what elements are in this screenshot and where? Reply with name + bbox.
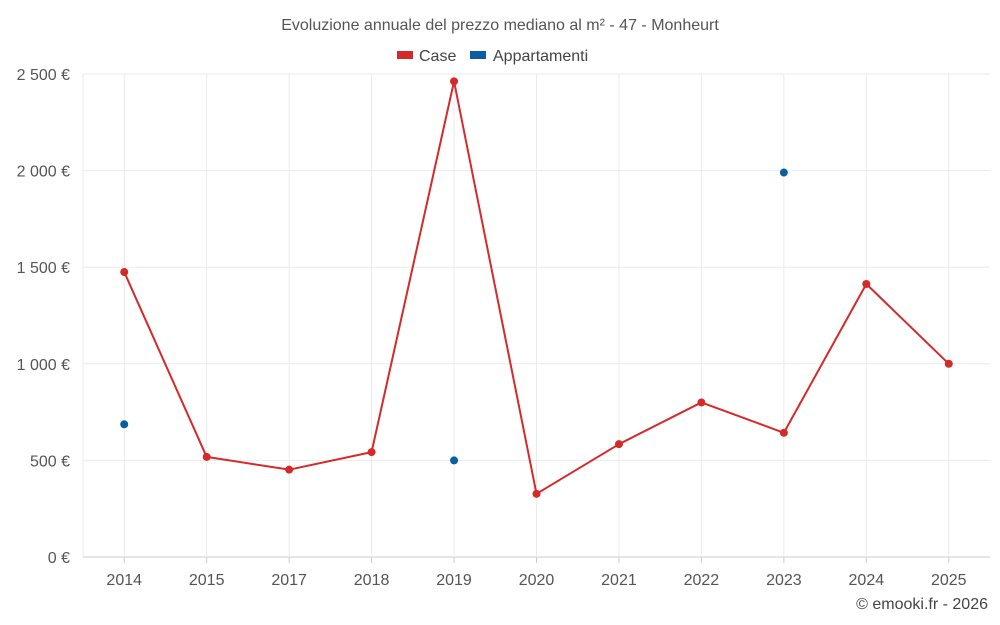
legend: Case Appartamenti xyxy=(397,48,588,65)
data-point-case-2023[interactable] xyxy=(779,428,788,437)
x-tick-label: 2020 xyxy=(519,572,555,589)
data-point-appartamenti-2019[interactable] xyxy=(450,456,459,465)
x-tick-label: 2023 xyxy=(766,572,802,589)
data-point-case-2024[interactable] xyxy=(862,280,871,289)
y-tick-label: 2 500 € xyxy=(17,67,70,84)
legend-label-case[interactable]: Case xyxy=(419,48,456,65)
grid xyxy=(82,73,990,558)
legend-swatch-appartamenti xyxy=(470,51,486,59)
y-tick-label: 0 € xyxy=(48,550,70,567)
x-tick-label: 2017 xyxy=(271,572,307,589)
y-axis: 0 € 500 € 1 000 € 1 500 € 2 000 € 2 500 € xyxy=(17,67,70,567)
legend-label-appartamenti[interactable]: Appartamenti xyxy=(493,48,588,65)
credit-text: © emooki.fr - 2026 xyxy=(856,596,988,613)
data-point-case-2015[interactable] xyxy=(202,452,211,461)
y-tick-label: 500 € xyxy=(30,453,70,470)
x-tick-label: 2019 xyxy=(436,572,472,589)
x-tick-label: 2022 xyxy=(684,572,720,589)
data-point-case-2014[interactable] xyxy=(120,268,129,277)
x-tick-label: 2025 xyxy=(931,572,967,589)
x-tick-label: 2018 xyxy=(354,572,390,589)
data-point-case-2017[interactable] xyxy=(285,465,294,474)
data-point-case-2022[interactable] xyxy=(697,398,706,407)
y-tick-label: 1 500 € xyxy=(17,260,70,277)
y-tick-label: 1 000 € xyxy=(17,357,70,374)
chart-title: Evoluzione annuale del prezzo mediano al… xyxy=(281,17,719,34)
x-tick-label: 2024 xyxy=(849,572,885,589)
data-point-appartamenti-2023[interactable] xyxy=(779,168,788,177)
legend-swatch-case xyxy=(397,51,413,59)
data-point-case-2018[interactable] xyxy=(367,448,376,457)
series-layer xyxy=(120,77,953,498)
x-axis: 2014 2015 2017 2018 2019 2020 2021 2022 2023 2024… xyxy=(106,557,967,589)
data-point-case-2021[interactable] xyxy=(614,440,623,449)
data-point-case-2025[interactable] xyxy=(944,359,953,368)
data-point-case-2019[interactable] xyxy=(450,77,459,86)
data-point-appartamenti-2014[interactable] xyxy=(120,420,129,429)
x-tick-label: 2021 xyxy=(601,572,637,589)
x-tick-label: 2014 xyxy=(106,572,142,589)
data-point-case-2020[interactable] xyxy=(532,489,541,498)
x-tick-label: 2015 xyxy=(189,572,225,589)
y-tick-label: 2 000 € xyxy=(17,164,70,181)
